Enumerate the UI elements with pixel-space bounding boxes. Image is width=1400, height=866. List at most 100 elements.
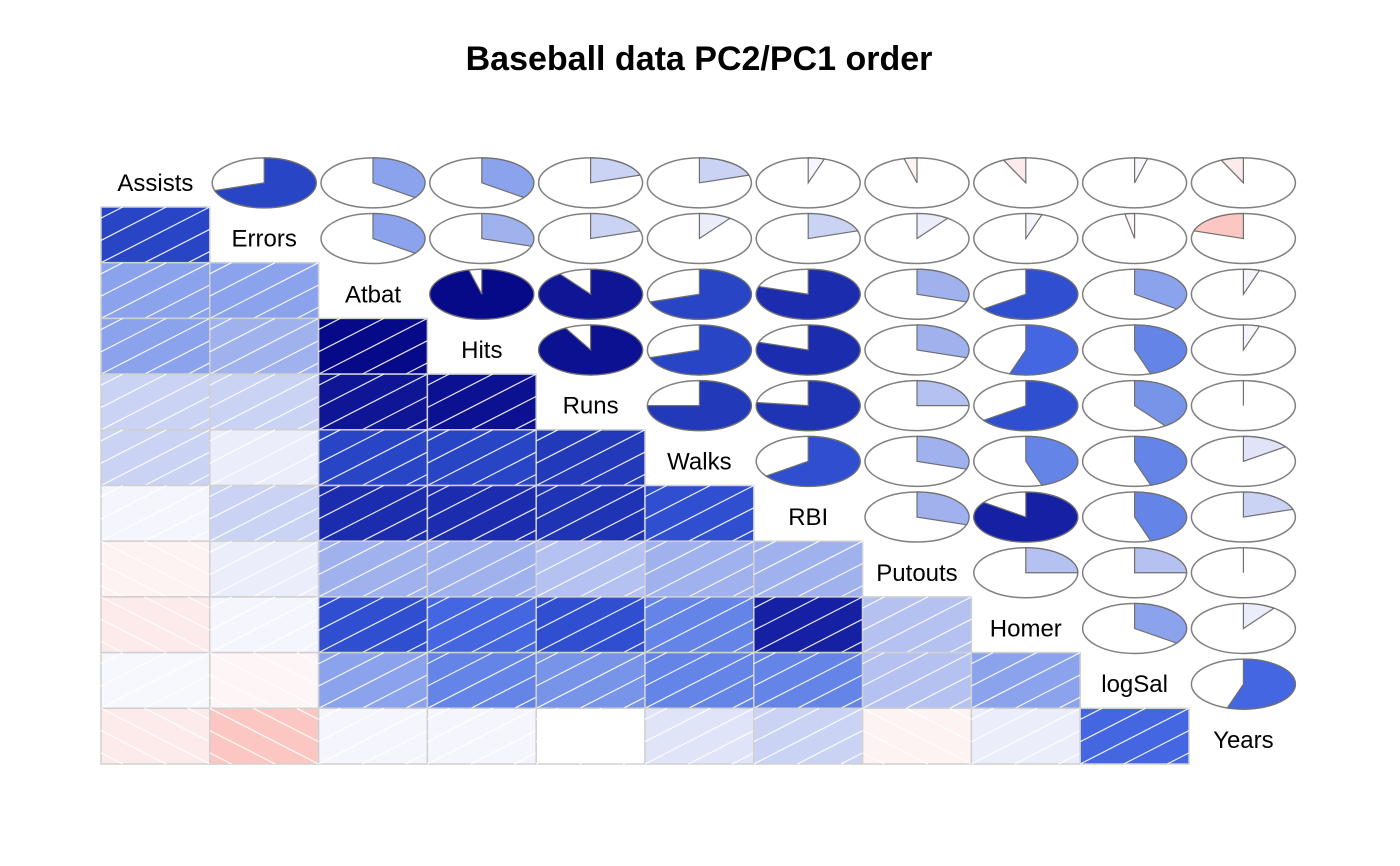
shade-hatch-line [318, 484, 385, 520]
shade-cell-years-logsal [1079, 707, 1190, 765]
shade-cell-rbi-atbat [317, 484, 429, 542]
shade-cell-walks-hits [426, 429, 537, 487]
shade-cell-hits-assists [100, 317, 211, 375]
shade-hatch-line [100, 730, 167, 765]
pie-wedge [973, 491, 1079, 543]
pie-cell-walks-years [1190, 435, 1297, 488]
pie-cell-errors-putouts [864, 212, 970, 265]
shade-hatch-line [100, 317, 124, 331]
shade-hatch-line [100, 562, 167, 598]
variable-label-assists: Assists [117, 170, 193, 197]
variable-label-runs: Runs [563, 393, 619, 420]
shade-cell-putouts-rbi [753, 540, 864, 598]
pie-cell-rbi-years [1190, 491, 1297, 543]
shade-hatch-line [688, 562, 755, 598]
shade-hatch-line [253, 652, 319, 687]
pie-wedge [213, 157, 317, 209]
shade-cell-logsal-walks [644, 651, 755, 710]
shade-hatch-line [644, 652, 755, 709]
pie-cell-errors-logsal [1081, 212, 1188, 265]
shade-cell-years-hits [426, 707, 537, 765]
shade-hatch-line [840, 752, 863, 765]
shade-hatch-line [405, 362, 428, 375]
shade-hatch-line [427, 652, 537, 709]
shade-hatch-line [949, 707, 972, 720]
pie-cell-assists-years [1190, 157, 1297, 209]
shade-hatch-line [209, 730, 276, 765]
shade-cell-homer-walks [644, 596, 755, 654]
shade-cell-logsal-rbi [753, 651, 864, 710]
pie-cell-runs-homer [973, 379, 1079, 432]
shade-hatch-line [1079, 707, 1190, 765]
shade-hatch-line [253, 707, 319, 743]
pie-cell-walks-rbi [755, 435, 861, 488]
pie-wedge [1134, 268, 1188, 310]
shade-hatch-line [753, 540, 776, 553]
shade-hatch-line [361, 618, 428, 654]
shade-hatch-line [187, 418, 211, 431]
shade-hatch-line [797, 730, 863, 765]
pie-cell-assists-walks [646, 157, 753, 209]
shade-hatch-line [579, 674, 646, 709]
shade-hatch-line [187, 306, 211, 319]
shade-hatch-line [535, 707, 646, 765]
shade-hatch-line [296, 362, 319, 375]
shade-hatch-line [253, 618, 319, 654]
shade-hatch-line [971, 652, 994, 665]
shade-hatch-line [100, 206, 211, 264]
shade-hatch-line [753, 540, 863, 598]
pie-cell-atbat-logsal [1081, 268, 1188, 320]
shade-hatch-line [470, 674, 537, 709]
shade-cell-runs-hits [426, 373, 537, 431]
variable-label-errors: Errors [232, 226, 297, 253]
shade-hatch-line [318, 652, 341, 665]
shade-cell-rbi-hits [426, 484, 537, 542]
shade-hatch-line [427, 484, 450, 498]
pie-cell-putouts-homer [973, 547, 1079, 599]
pie-cell-logsal-years [1190, 658, 1297, 710]
shade-hatch-line [470, 618, 537, 654]
pie-wedge [982, 380, 1079, 432]
shade-hatch-line [514, 696, 537, 709]
shade-hatch-line [1166, 752, 1190, 765]
shade-hatch-line [949, 640, 972, 654]
shade-cell-runs-assists [100, 373, 211, 431]
pie-cell-walks-putouts [864, 435, 970, 488]
shade-hatch-line [622, 696, 646, 709]
shade-hatch-line [100, 206, 124, 219]
shade-hatch-line [209, 540, 319, 598]
pie-cell-putouts-logsal [1081, 547, 1188, 599]
pie-wedge [1226, 658, 1296, 710]
shade-hatch-line [905, 618, 972, 654]
shade-cell-homer-hits [426, 596, 537, 654]
pie-wedge [916, 435, 970, 470]
shade-hatch-line [688, 730, 755, 765]
shade-hatch-line [535, 707, 602, 743]
shade-hatch-line [296, 652, 319, 665]
shade-hatch-line [514, 418, 537, 431]
shade-hatch-line [361, 562, 428, 598]
shade-cell-walks-atbat [317, 429, 429, 487]
pie-wedge [1134, 491, 1188, 542]
shade-hatch-line [100, 373, 211, 431]
shade-hatch-line [427, 707, 493, 743]
shade-hatch-line [318, 373, 341, 386]
shade-hatch-line [535, 596, 559, 609]
pie-wedge [1242, 491, 1294, 518]
shade-hatch-line [427, 373, 537, 431]
shade-hatch-line [318, 707, 428, 765]
shade-hatch-line [427, 596, 450, 609]
shade-cell-putouts-hits [426, 540, 537, 598]
pie-cell-hits-putouts [864, 324, 970, 376]
shade-hatch-line [100, 484, 167, 520]
pie-cell-atbat-putouts [864, 268, 970, 320]
pie-cell-errors-walks [646, 212, 753, 265]
pie-wedge [1242, 324, 1261, 352]
shade-hatch-line [579, 618, 646, 654]
pie-wedge [916, 380, 970, 407]
shade-hatch-line [622, 585, 646, 598]
chart-title: Baseball data PC2/PC1 order [466, 40, 933, 78]
pie-cell-assists-errors [211, 157, 317, 209]
shade-hatch-line [427, 540, 493, 576]
shade-cell-years-assists [100, 707, 211, 765]
